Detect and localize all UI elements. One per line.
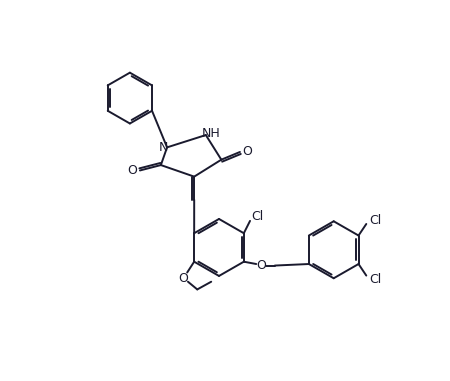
Text: O: O [127,164,137,177]
Text: Cl: Cl [252,210,264,223]
Text: NH: NH [202,127,220,140]
Text: N: N [158,141,168,154]
Text: O: O [178,272,188,285]
Text: Cl: Cl [369,214,382,227]
Text: O: O [243,146,252,158]
Text: O: O [256,259,266,272]
Text: Cl: Cl [369,273,382,286]
